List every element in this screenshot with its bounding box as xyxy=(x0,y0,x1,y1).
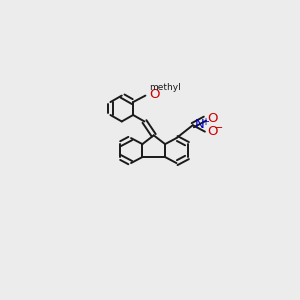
Text: N: N xyxy=(195,118,204,131)
Text: O: O xyxy=(207,125,217,138)
Text: −: − xyxy=(214,123,223,134)
Text: O: O xyxy=(150,88,160,101)
Text: O: O xyxy=(207,112,217,125)
Text: +: + xyxy=(201,117,209,127)
Text: methyl: methyl xyxy=(150,83,181,92)
